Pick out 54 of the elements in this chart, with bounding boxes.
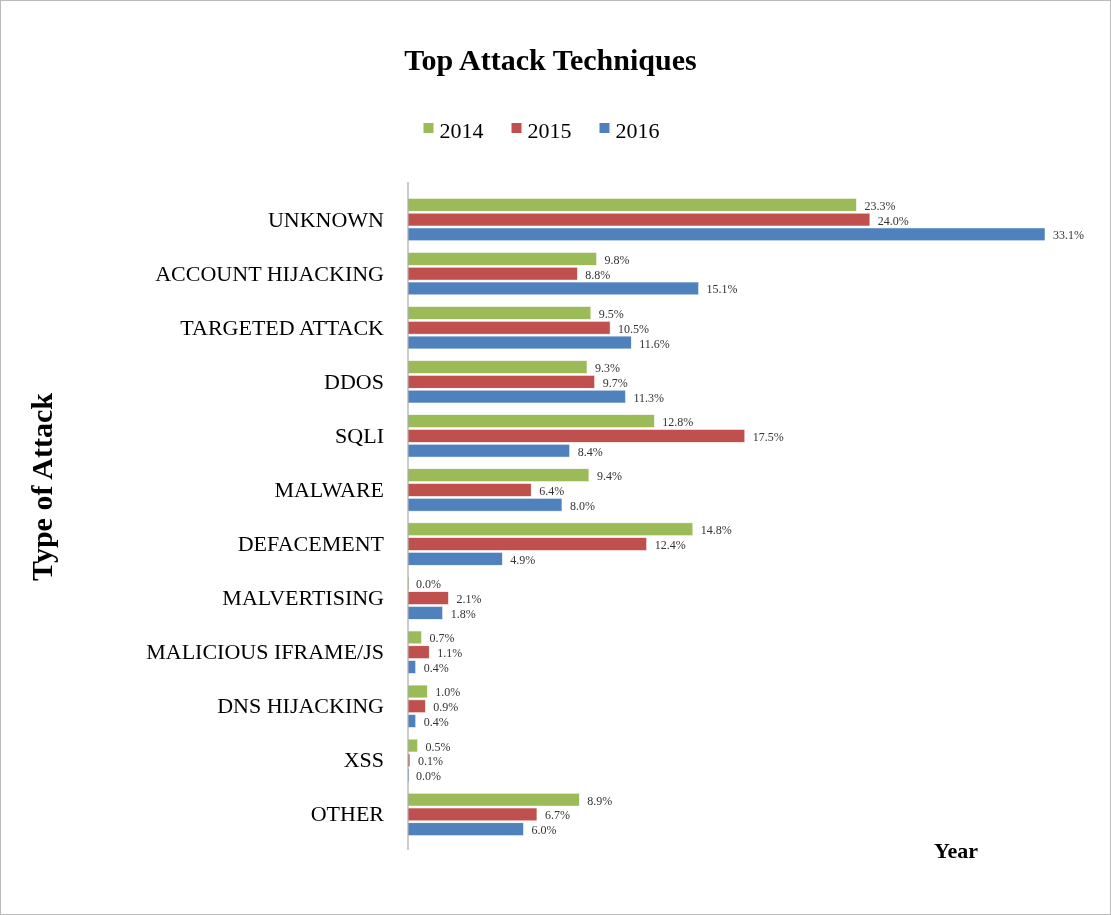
legend-label: 2014	[439, 118, 484, 143]
legend-label: 2015	[527, 118, 572, 143]
data-label: 0.7%	[429, 631, 455, 646]
data-label: 8.9%	[587, 793, 613, 808]
data-label: 0.5%	[425, 739, 451, 754]
y-tick-label: DDOS	[324, 368, 384, 394]
data-label: 11.6%	[639, 336, 670, 351]
data-label: 8.0%	[569, 498, 595, 513]
data-label: 12.4%	[654, 538, 686, 553]
data-label: 8.4%	[577, 444, 603, 459]
data-label: 10.5%	[618, 321, 650, 336]
y-axis-title: Type of Attack	[25, 392, 58, 581]
data-label: 6.0%	[531, 823, 557, 838]
data-label: 14.8%	[700, 523, 732, 538]
data-label: 6.7%	[544, 808, 570, 823]
legend-label: 2016	[615, 118, 660, 143]
data-label: 0.0%	[416, 577, 441, 592]
data-label: 6.4%	[539, 483, 565, 498]
data-label: 4.9%	[510, 552, 536, 567]
y-tick-label: DEFACEMENT	[237, 531, 385, 557]
data-label: 0.4%	[423, 660, 449, 675]
data-label: 9.8%	[604, 252, 630, 267]
x-axis-title: Year	[934, 838, 979, 863]
data-label: 9.5%	[598, 306, 624, 321]
y-tick-label: MALVERTISING	[222, 585, 385, 611]
data-label: 0.0%	[416, 769, 441, 784]
y-tick-label: OTHER	[310, 801, 385, 827]
y-tick-label: SQLI	[335, 422, 384, 448]
data-label: 0.9%	[433, 700, 459, 715]
y-tick-label: XSS	[343, 747, 384, 773]
data-label: 24.0%	[877, 213, 909, 228]
data-label: 9.4%	[596, 469, 622, 484]
y-tick-label: MALICIOUS IFRAME/JS	[146, 639, 384, 665]
data-label: 11.3%	[633, 390, 665, 405]
y-tick-label: TARGETED ATTACK	[180, 314, 385, 340]
data-label: 12.8%	[662, 415, 694, 430]
data-label: 8.8%	[585, 267, 611, 282]
data-label: 23.3%	[864, 198, 896, 213]
data-label: 0.1%	[417, 754, 443, 769]
data-label: 33.1%	[1053, 228, 1084, 243]
data-label: 2.1%	[456, 592, 482, 607]
y-tick-label: DNS HIJACKING	[217, 693, 385, 719]
data-label: 15.1%	[706, 282, 738, 297]
y-tick-label: MALWARE	[274, 476, 384, 502]
chart-title: Top Attack Techniques	[404, 43, 697, 76]
data-label: 1.0%	[435, 685, 461, 700]
data-label: 17.5%	[752, 429, 784, 444]
data-label: 1.1%	[437, 646, 463, 661]
y-tick-label: UNKNOWN	[267, 206, 385, 232]
y-tick-label: ACCOUNT HIJACKING	[155, 260, 385, 286]
data-label: 1.8%	[450, 606, 476, 621]
data-label: 0.4%	[423, 715, 449, 730]
data-label: 9.3%	[594, 361, 620, 376]
data-label: 9.7%	[602, 375, 628, 390]
